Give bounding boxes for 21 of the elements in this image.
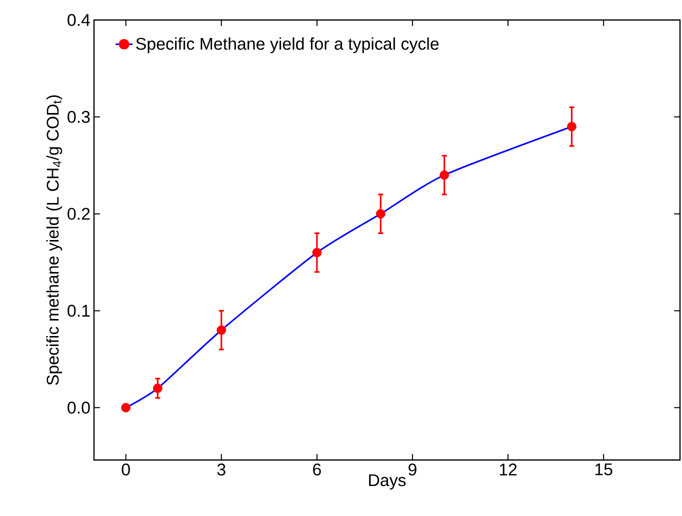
y-axis-title: Specific methane yield (L CH$_{4}$/g COD$_{t}$) [46,95,62,385]
y-tick-label: 0.2 [68,208,90,220]
point [567,122,576,132]
legend-label: Specific Methane yield for a typical cycle [136,37,439,54]
point [121,402,131,412]
x-tick-label: 12 [500,464,517,476]
x-tick-label: 15 [595,464,612,476]
x-tick-label: 3 [217,464,226,476]
x-axis-title: Days [369,474,406,490]
point [216,325,226,335]
point [312,248,322,258]
point [153,384,162,393]
point [440,170,450,180]
y-tick-label: 0.0 [68,402,90,414]
x-tick-label: 0 [122,464,130,476]
point [376,209,386,219]
x-tick-label: 9 [408,464,416,476]
x-tick-label: 6 [313,464,321,476]
y-tick-label: 0.3 [68,110,90,123]
y-tick-label: 0.4 [68,14,90,26]
y-tick-label: 0.1 [68,304,90,317]
